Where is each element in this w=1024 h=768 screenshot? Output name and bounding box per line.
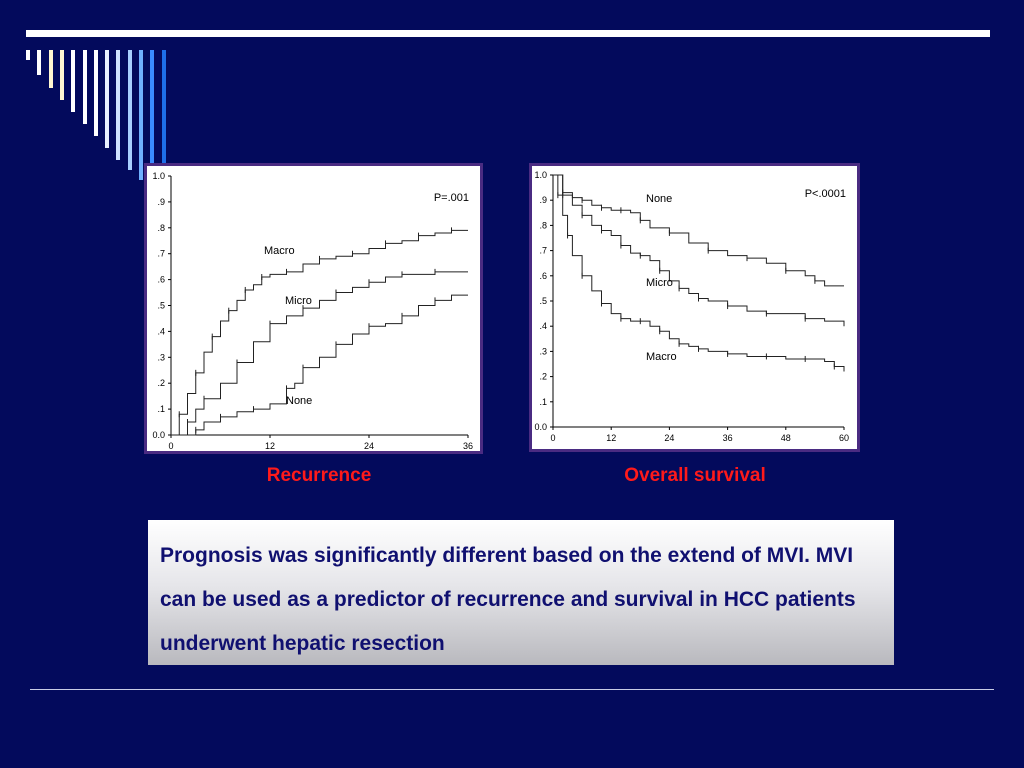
series-label: Macro (646, 351, 677, 363)
deco-stripe (26, 50, 30, 60)
y-tick-label: .4 (539, 321, 547, 331)
y-tick-label: .9 (157, 197, 165, 207)
p-value-annotation: P<.0001 (805, 188, 846, 200)
x-tick-label: 24 (364, 441, 374, 451)
survival-chart: 0.0 .1 .2 .3 .4 .5 .6 .7 .8 .9 1.0 0 12 24 36 48 60 None M… (534, 170, 849, 443)
deco-stripe (37, 50, 42, 75)
y-tick-label: .6 (157, 275, 165, 285)
top-rule (26, 30, 990, 37)
y-tick-label: 1.0 (152, 171, 165, 181)
x-tick-label: 24 (664, 433, 674, 443)
series-label: None (286, 395, 312, 407)
bottom-rule (30, 689, 994, 690)
x-tick-label: 0 (550, 433, 555, 443)
deco-stripe (127, 50, 132, 170)
x-tick-label: 0 (168, 441, 173, 451)
series-line-none (171, 294, 468, 436)
p-value-annotation: P=.001 (434, 192, 469, 204)
deco-stripe (150, 50, 155, 188)
deco-stripe (93, 50, 98, 136)
deco-stripe (161, 50, 166, 190)
deco-stripe (59, 50, 64, 100)
series-line-micro (171, 271, 468, 436)
y-tick-label: .2 (539, 372, 547, 382)
y-tick-label: .8 (157, 223, 165, 233)
summary-text: Prognosis was significantly different ba… (160, 544, 856, 655)
y-tick-label: 0.0 (152, 430, 165, 440)
y-tick-label: .1 (539, 397, 547, 407)
x-tick-label: 36 (463, 441, 473, 451)
y-tick-label: .5 (539, 296, 547, 306)
caption-recurrence: Recurrence (266, 465, 372, 486)
recurrence-chart: 0.0 .1 .2 .3 .4 .5 .6 .7 .8 .9 1.0 0 12 24 36 Macro Micr… (152, 171, 473, 451)
y-tick-label: .8 (539, 220, 547, 230)
series-line-none (553, 174, 844, 287)
deco-stripe (105, 50, 110, 148)
deco-stripe (116, 50, 121, 160)
x-tick-label: 12 (265, 441, 275, 451)
y-tick-label: .6 (539, 271, 547, 281)
plot-area: 0.0 .1 .2 .3 .4 .5 .6 .7 .8 .9 1.0 0 12 24 36 48 60 None M… (534, 170, 849, 443)
y-tick-label: .3 (157, 352, 165, 362)
deco-stripe (82, 50, 87, 124)
x-tick-label: 48 (781, 433, 791, 443)
series-label: Macro (264, 245, 295, 257)
y-tick-label: 0.0 (534, 422, 547, 432)
deco-stripe (48, 50, 53, 88)
summary-box: Prognosis was significantly different ba… (148, 520, 894, 665)
recurrence-chart-panel: 0.0 .1 .2 .3 .4 .5 .6 .7 .8 .9 1.0 0 12 24 36 Macro Micr… (144, 163, 483, 454)
y-tick-label: .7 (539, 246, 547, 256)
y-tick-label: .5 (157, 301, 165, 311)
survival-chart-panel: 0.0 .1 .2 .3 .4 .5 .6 .7 .8 .9 1.0 0 12 24 36 48 60 None M… (529, 163, 860, 452)
deco-stripe (139, 50, 143, 180)
y-tick-label: .9 (539, 195, 547, 205)
x-tick-label: 36 (723, 433, 733, 443)
series-label: Micro (646, 277, 673, 289)
series-label: None (646, 193, 672, 205)
y-tick-label: .4 (157, 326, 165, 336)
caption-overall-survival: Overall survival (624, 465, 766, 486)
series-line-macro (171, 229, 468, 436)
y-tick-label: .2 (157, 378, 165, 388)
y-tick-label: .7 (157, 249, 165, 259)
deco-stripe (71, 50, 76, 112)
y-tick-label: 1.0 (534, 170, 547, 180)
series-label: Micro (285, 295, 312, 307)
decorative-stripes (26, 50, 176, 190)
plot-area: 0.0 .1 .2 .3 .4 .5 .6 .7 .8 .9 1.0 0 12 24 36 Macro Micr… (152, 171, 473, 451)
x-tick-label: 60 (839, 433, 849, 443)
x-tick-label: 12 (606, 433, 616, 443)
y-tick-label: .1 (157, 404, 165, 414)
series-line-macro (553, 174, 845, 372)
series-line-micro (553, 174, 845, 327)
y-tick-label: .3 (539, 346, 547, 356)
